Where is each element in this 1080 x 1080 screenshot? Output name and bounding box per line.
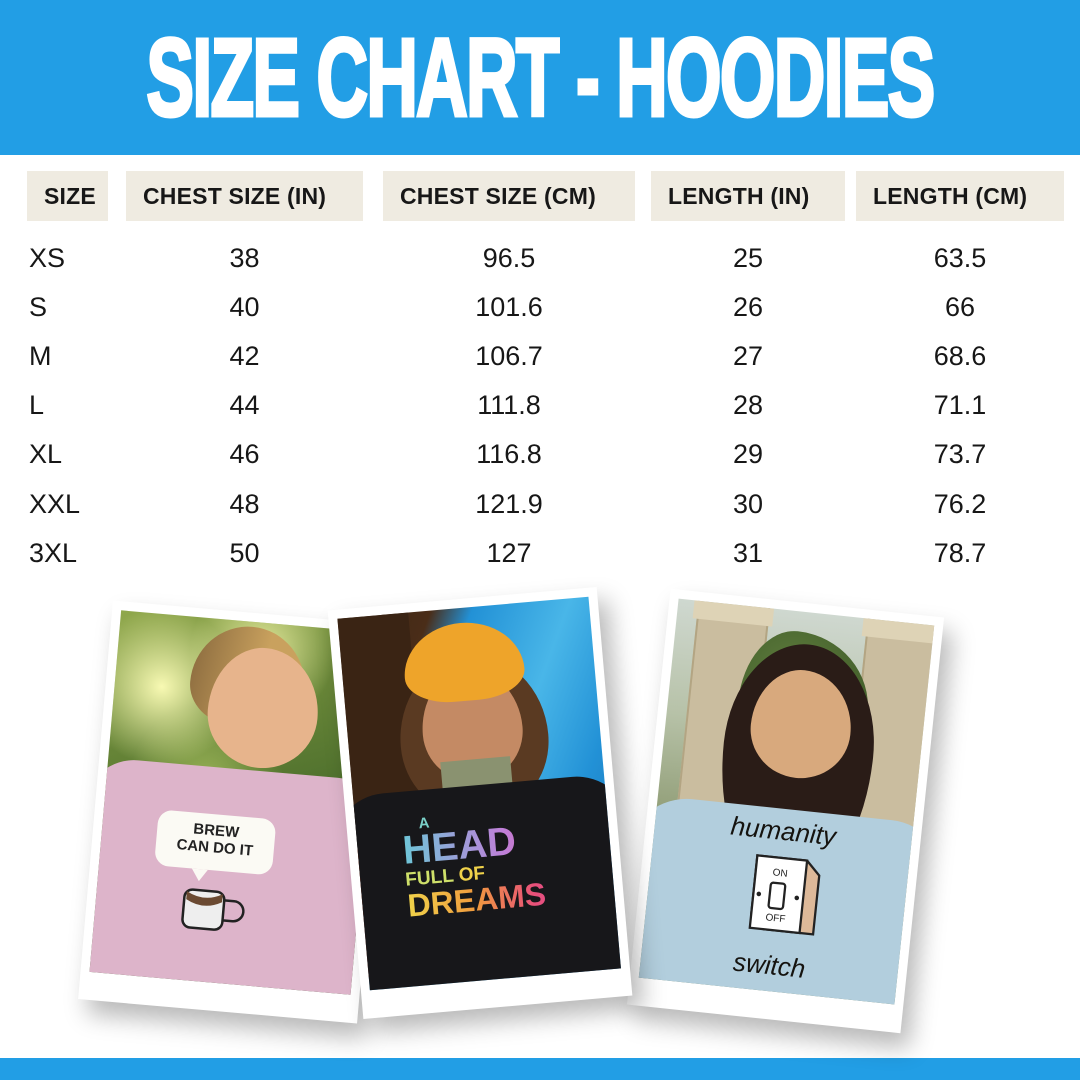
svg-text:ON: ON	[772, 867, 788, 880]
svg-text:OFF: OFF	[765, 912, 786, 925]
